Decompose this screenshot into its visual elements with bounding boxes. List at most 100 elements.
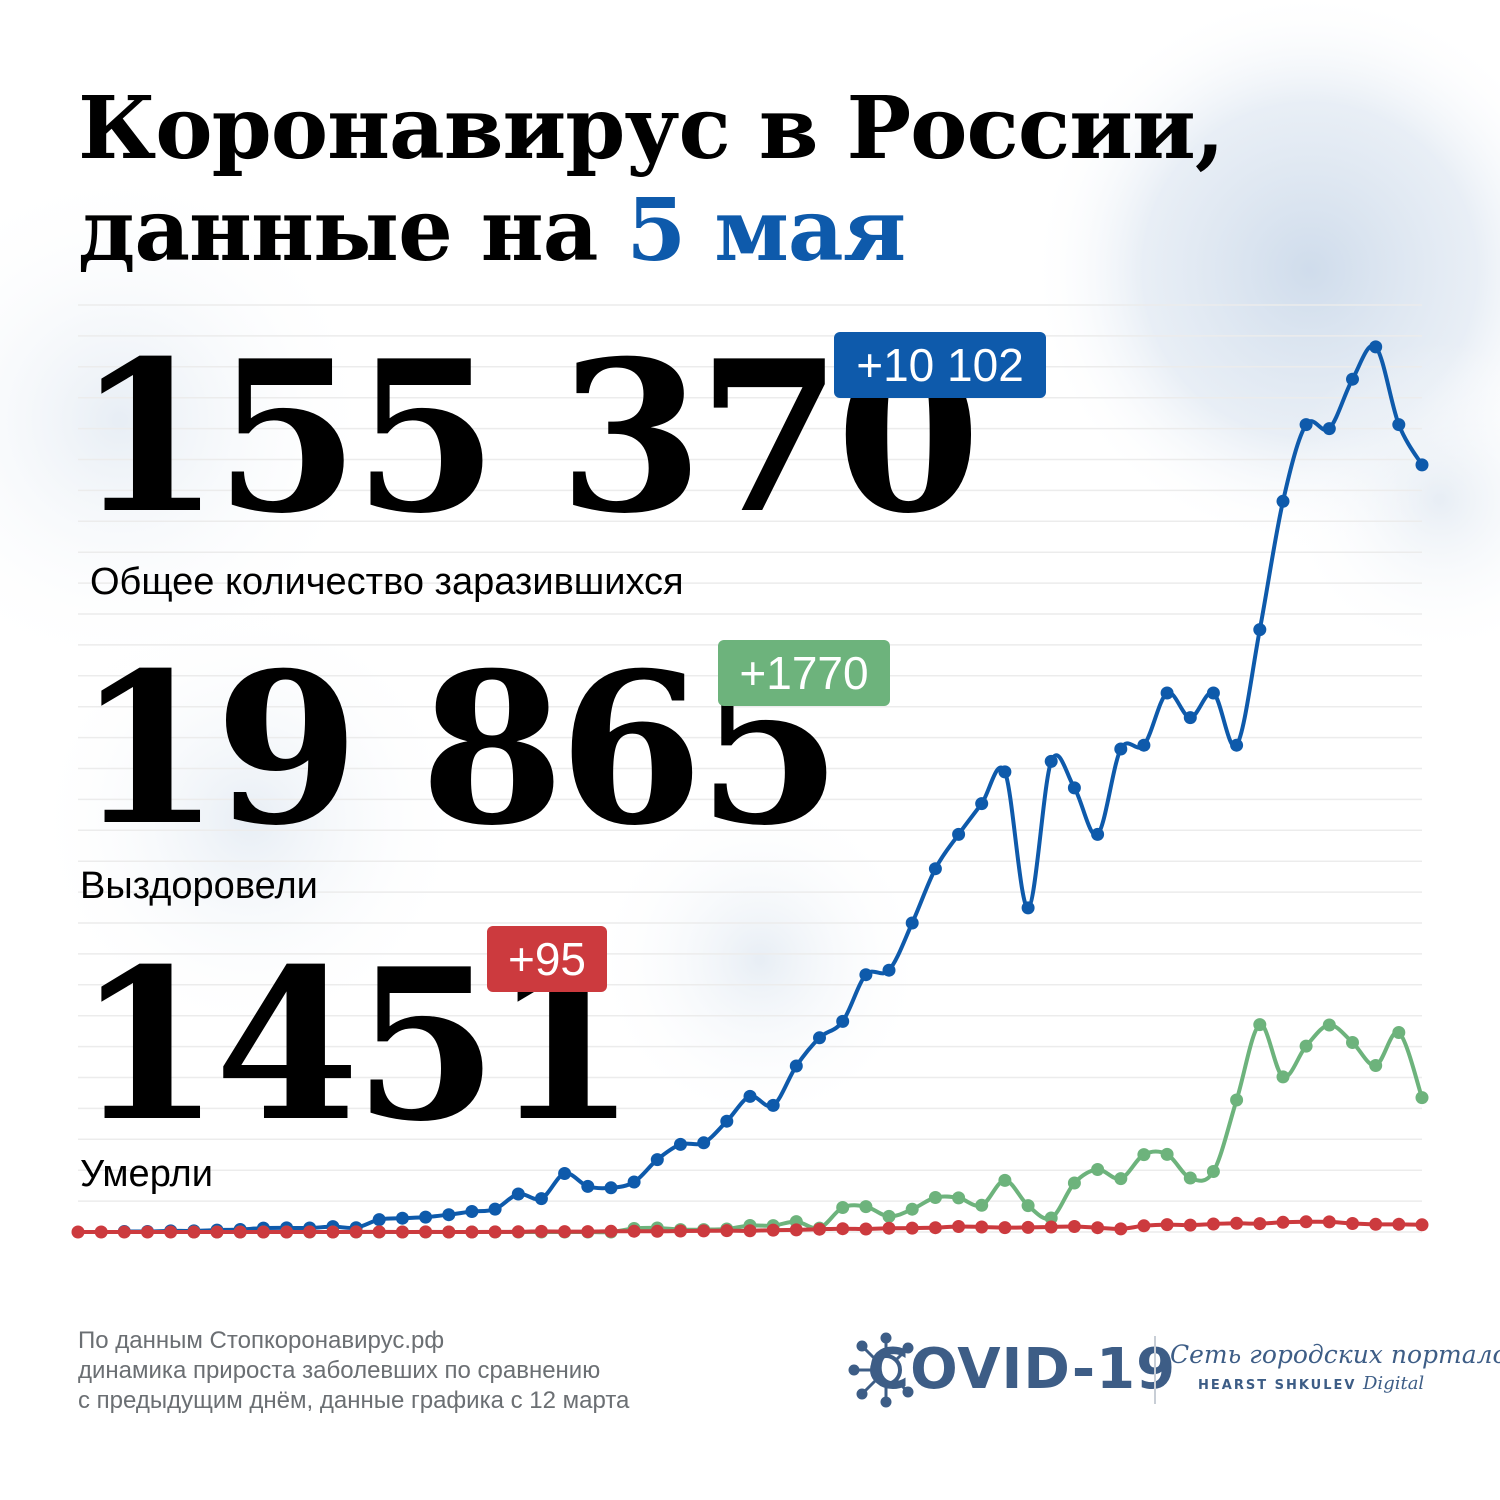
data-point-recovered bbox=[1206, 1165, 1220, 1178]
title-line-1: Коронавирус в России, bbox=[78, 78, 1225, 179]
data-point-infected bbox=[952, 827, 966, 841]
data-point-infected bbox=[697, 1136, 711, 1150]
data-point-infected bbox=[1253, 623, 1267, 637]
data-point-deaths bbox=[743, 1224, 757, 1238]
data-point-deaths bbox=[604, 1224, 618, 1238]
data-point-recovered bbox=[1183, 1171, 1197, 1185]
data-point-recovered bbox=[1299, 1039, 1313, 1053]
data-point-infected bbox=[442, 1208, 456, 1222]
data-point-infected bbox=[1114, 742, 1128, 756]
data-point-deaths bbox=[1276, 1215, 1290, 1229]
data-point-deaths bbox=[859, 1222, 873, 1236]
data-point-infected bbox=[1299, 418, 1313, 432]
brand-name: HEARST SHKULEV Digital bbox=[1198, 1372, 1424, 1398]
data-point-deaths bbox=[813, 1222, 826, 1236]
virus-blob-center bbox=[590, 790, 930, 1130]
data-point-deaths bbox=[442, 1225, 456, 1239]
data-point-recovered bbox=[1415, 1091, 1429, 1105]
data-point-infected bbox=[928, 862, 942, 876]
data-point-recovered bbox=[998, 1173, 1012, 1187]
data-point-deaths bbox=[627, 1224, 641, 1238]
data-point-infected bbox=[604, 1181, 618, 1195]
data-point-infected bbox=[998, 765, 1012, 779]
data-point-infected bbox=[1346, 372, 1359, 386]
data-point-infected bbox=[743, 1089, 757, 1103]
data-point-deaths bbox=[882, 1221, 896, 1235]
virus-blob-left bbox=[0, 160, 380, 680]
data-point-recovered bbox=[1044, 1211, 1058, 1225]
data-point-deaths bbox=[1322, 1215, 1336, 1229]
data-point-deaths bbox=[164, 1225, 178, 1239]
data-point-infected bbox=[720, 1114, 734, 1128]
data-point-infected bbox=[558, 1167, 572, 1180]
data-point-recovered bbox=[928, 1191, 942, 1204]
data-point-infected bbox=[1206, 686, 1220, 700]
deaths-delta-badge: +95 bbox=[487, 926, 607, 992]
data-point-infected bbox=[813, 1031, 826, 1045]
data-point-infected bbox=[882, 963, 896, 977]
data-point-deaths bbox=[1137, 1219, 1151, 1233]
covid-logo-text: COVID-19 bbox=[868, 1337, 1177, 1402]
data-point-recovered bbox=[1160, 1147, 1174, 1161]
brand-text: HEARST SHKULEV bbox=[1198, 1378, 1357, 1393]
data-point-recovered bbox=[1276, 1070, 1290, 1084]
data-point-deaths bbox=[187, 1225, 201, 1239]
data-point-deaths bbox=[975, 1220, 989, 1234]
data-point-recovered bbox=[1392, 1026, 1406, 1039]
data-point-infected bbox=[395, 1211, 409, 1225]
data-point-recovered bbox=[1091, 1163, 1105, 1176]
data-point-infected bbox=[1392, 418, 1406, 432]
data-point-deaths bbox=[488, 1225, 502, 1239]
data-point-infected bbox=[534, 1192, 548, 1206]
data-point-infected bbox=[766, 1098, 780, 1112]
data-point-infected bbox=[836, 1014, 850, 1028]
data-point-deaths bbox=[836, 1222, 850, 1236]
data-point-infected bbox=[581, 1179, 595, 1193]
data-point-deaths bbox=[998, 1221, 1012, 1235]
data-point-recovered bbox=[1067, 1176, 1081, 1190]
data-point-infected bbox=[627, 1175, 641, 1189]
recovered-delta-badge: +1770 bbox=[718, 640, 890, 706]
data-point-deaths bbox=[789, 1223, 803, 1237]
data-point-deaths bbox=[1230, 1216, 1244, 1230]
data-point-deaths bbox=[511, 1225, 525, 1239]
virus-blob-mid-left bbox=[30, 600, 470, 1040]
data-point-infected bbox=[1091, 827, 1105, 841]
covid-logo: COVID-19 Сеть городских порталов HEARST … bbox=[848, 1330, 1500, 1410]
logo-divider bbox=[1154, 1336, 1156, 1404]
data-point-deaths bbox=[117, 1225, 131, 1239]
data-point-deaths bbox=[349, 1225, 363, 1239]
data-point-deaths bbox=[1415, 1218, 1429, 1232]
data-point-infected bbox=[511, 1187, 525, 1201]
data-point-deaths bbox=[905, 1221, 919, 1235]
data-point-deaths bbox=[1044, 1220, 1058, 1234]
data-point-infected bbox=[975, 797, 989, 811]
data-point-infected bbox=[372, 1213, 386, 1227]
data-point-deaths bbox=[1369, 1217, 1383, 1231]
data-point-deaths bbox=[1299, 1215, 1313, 1229]
data-point-infected bbox=[674, 1137, 687, 1151]
data-point-deaths bbox=[71, 1225, 85, 1239]
data-point-infected bbox=[789, 1059, 803, 1073]
data-point-deaths bbox=[94, 1225, 108, 1239]
title-date: 5 мая bbox=[626, 180, 906, 281]
recovered-total: 19 865 bbox=[76, 628, 842, 872]
data-point-infected bbox=[419, 1210, 433, 1224]
data-point-recovered bbox=[1021, 1199, 1035, 1213]
data-point-deaths bbox=[1253, 1217, 1267, 1231]
data-point-recovered bbox=[1114, 1172, 1128, 1186]
data-point-infected bbox=[1230, 738, 1244, 752]
data-point-deaths bbox=[1021, 1220, 1035, 1234]
data-point-recovered bbox=[1230, 1093, 1244, 1107]
data-point-infected bbox=[1369, 340, 1383, 354]
infected-label: Общее количество заразившихся bbox=[90, 561, 684, 603]
page-title: Коронавирус в России, данные на 5 мая bbox=[78, 78, 1225, 282]
data-point-deaths bbox=[280, 1225, 294, 1239]
data-point-deaths bbox=[210, 1225, 224, 1239]
data-point-infected bbox=[1322, 422, 1336, 436]
data-point-infected bbox=[1137, 738, 1151, 752]
data-point-infected bbox=[488, 1202, 502, 1216]
data-point-infected bbox=[1044, 754, 1058, 768]
data-point-recovered bbox=[859, 1200, 873, 1214]
source-note: По данным Стопкоронавирус.рф динамика пр… bbox=[78, 1326, 629, 1416]
